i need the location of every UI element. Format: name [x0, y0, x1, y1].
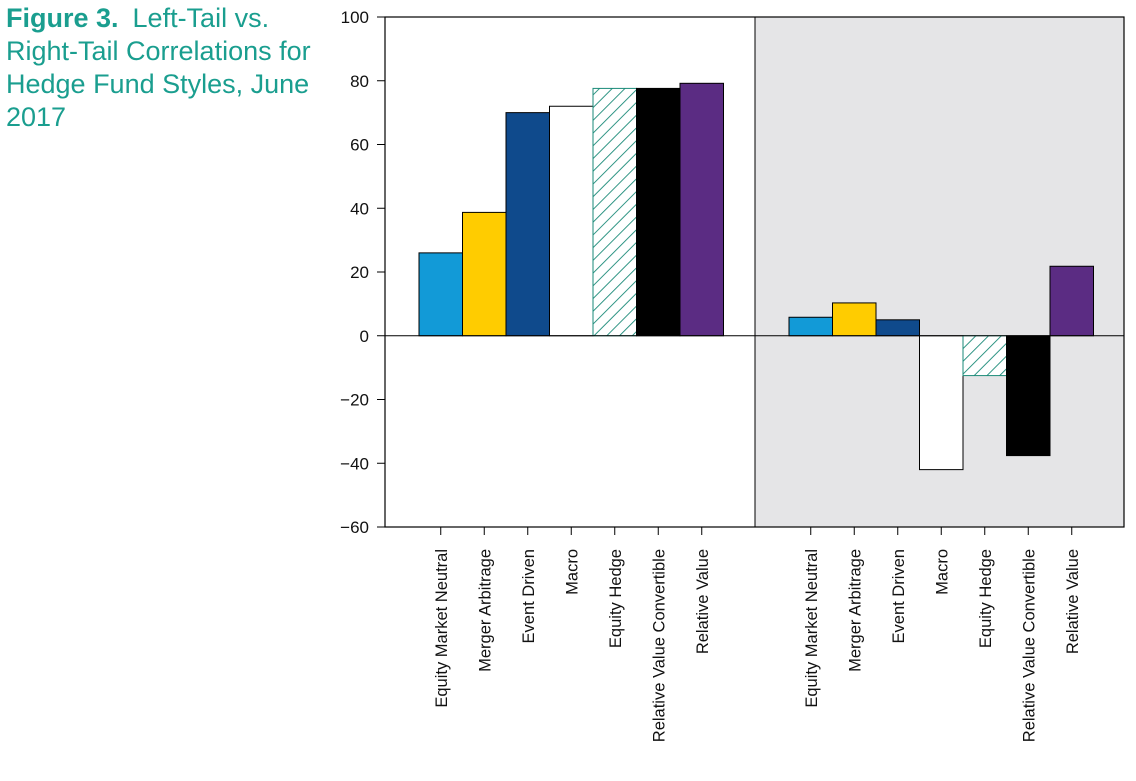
bar-right-5 [1006, 335, 1051, 457]
x-tick-label: Event Driven [520, 549, 538, 643]
bar-left-1 [462, 211, 507, 337]
figure-caption: Figure 3. Left-Tail vs. Right-Tail Correl… [6, 2, 316, 134]
y-tick-label: 20 [350, 263, 369, 282]
bar-left-3 [549, 105, 594, 337]
x-tick-label: Equity Market Neutral [803, 549, 821, 708]
y-tick-label: −40 [340, 454, 369, 473]
bar-right-0 [788, 316, 833, 337]
bar-right-3 [919, 335, 964, 471]
x-tick-label: Relative Value [694, 549, 712, 654]
bar-right-6 [1049, 265, 1094, 337]
x-tick-label: Equity Hedge [977, 549, 995, 648]
x-tick-label: Macro [933, 549, 951, 595]
bars-group [418, 82, 1094, 471]
figure-title: Left-Tail vs. Right-Tail Correlations fo… [6, 3, 311, 132]
figure-label: Figure 3. [6, 3, 119, 33]
bar-left-6 [679, 82, 724, 337]
y-tick-label: 40 [350, 199, 369, 218]
x-tick-label: Macro [563, 549, 581, 595]
x-tick-label: Event Driven [890, 549, 908, 643]
y-tick-label: −20 [340, 391, 369, 410]
y-axis: 100 80 60 40 20 0 −20 −40 −60 [340, 8, 385, 537]
y-tick-label: 80 [350, 72, 369, 91]
bar-right-4 [962, 335, 1007, 377]
x-tick-label: Merger Arbitrage [476, 549, 494, 672]
bar-left-4 [592, 87, 637, 337]
y-tick-label: −60 [340, 518, 369, 537]
x-tick-label: Merger Arbitrage [846, 549, 864, 672]
bar-right-1 [832, 302, 877, 337]
x-axis: Equity Market Neutral Merger Arbitrage Eve… [433, 527, 1082, 742]
x-tick-label: Equity Hedge [607, 549, 625, 648]
y-tick-label: 100 [341, 8, 369, 27]
x-tick-label: Relative Value Convertible [650, 549, 668, 742]
x-tick-label: Relative Value [1064, 549, 1082, 654]
bar-left-2 [505, 112, 550, 337]
bar-left-0 [418, 252, 463, 337]
x-tick-label: Equity Market Neutral [433, 549, 451, 708]
y-tick-label: 60 [350, 136, 369, 155]
y-tick-label: 0 [360, 327, 369, 346]
bar-left-5 [636, 87, 681, 337]
bar-right-2 [875, 319, 920, 337]
x-tick-label: Relative Value Convertible [1020, 549, 1038, 742]
